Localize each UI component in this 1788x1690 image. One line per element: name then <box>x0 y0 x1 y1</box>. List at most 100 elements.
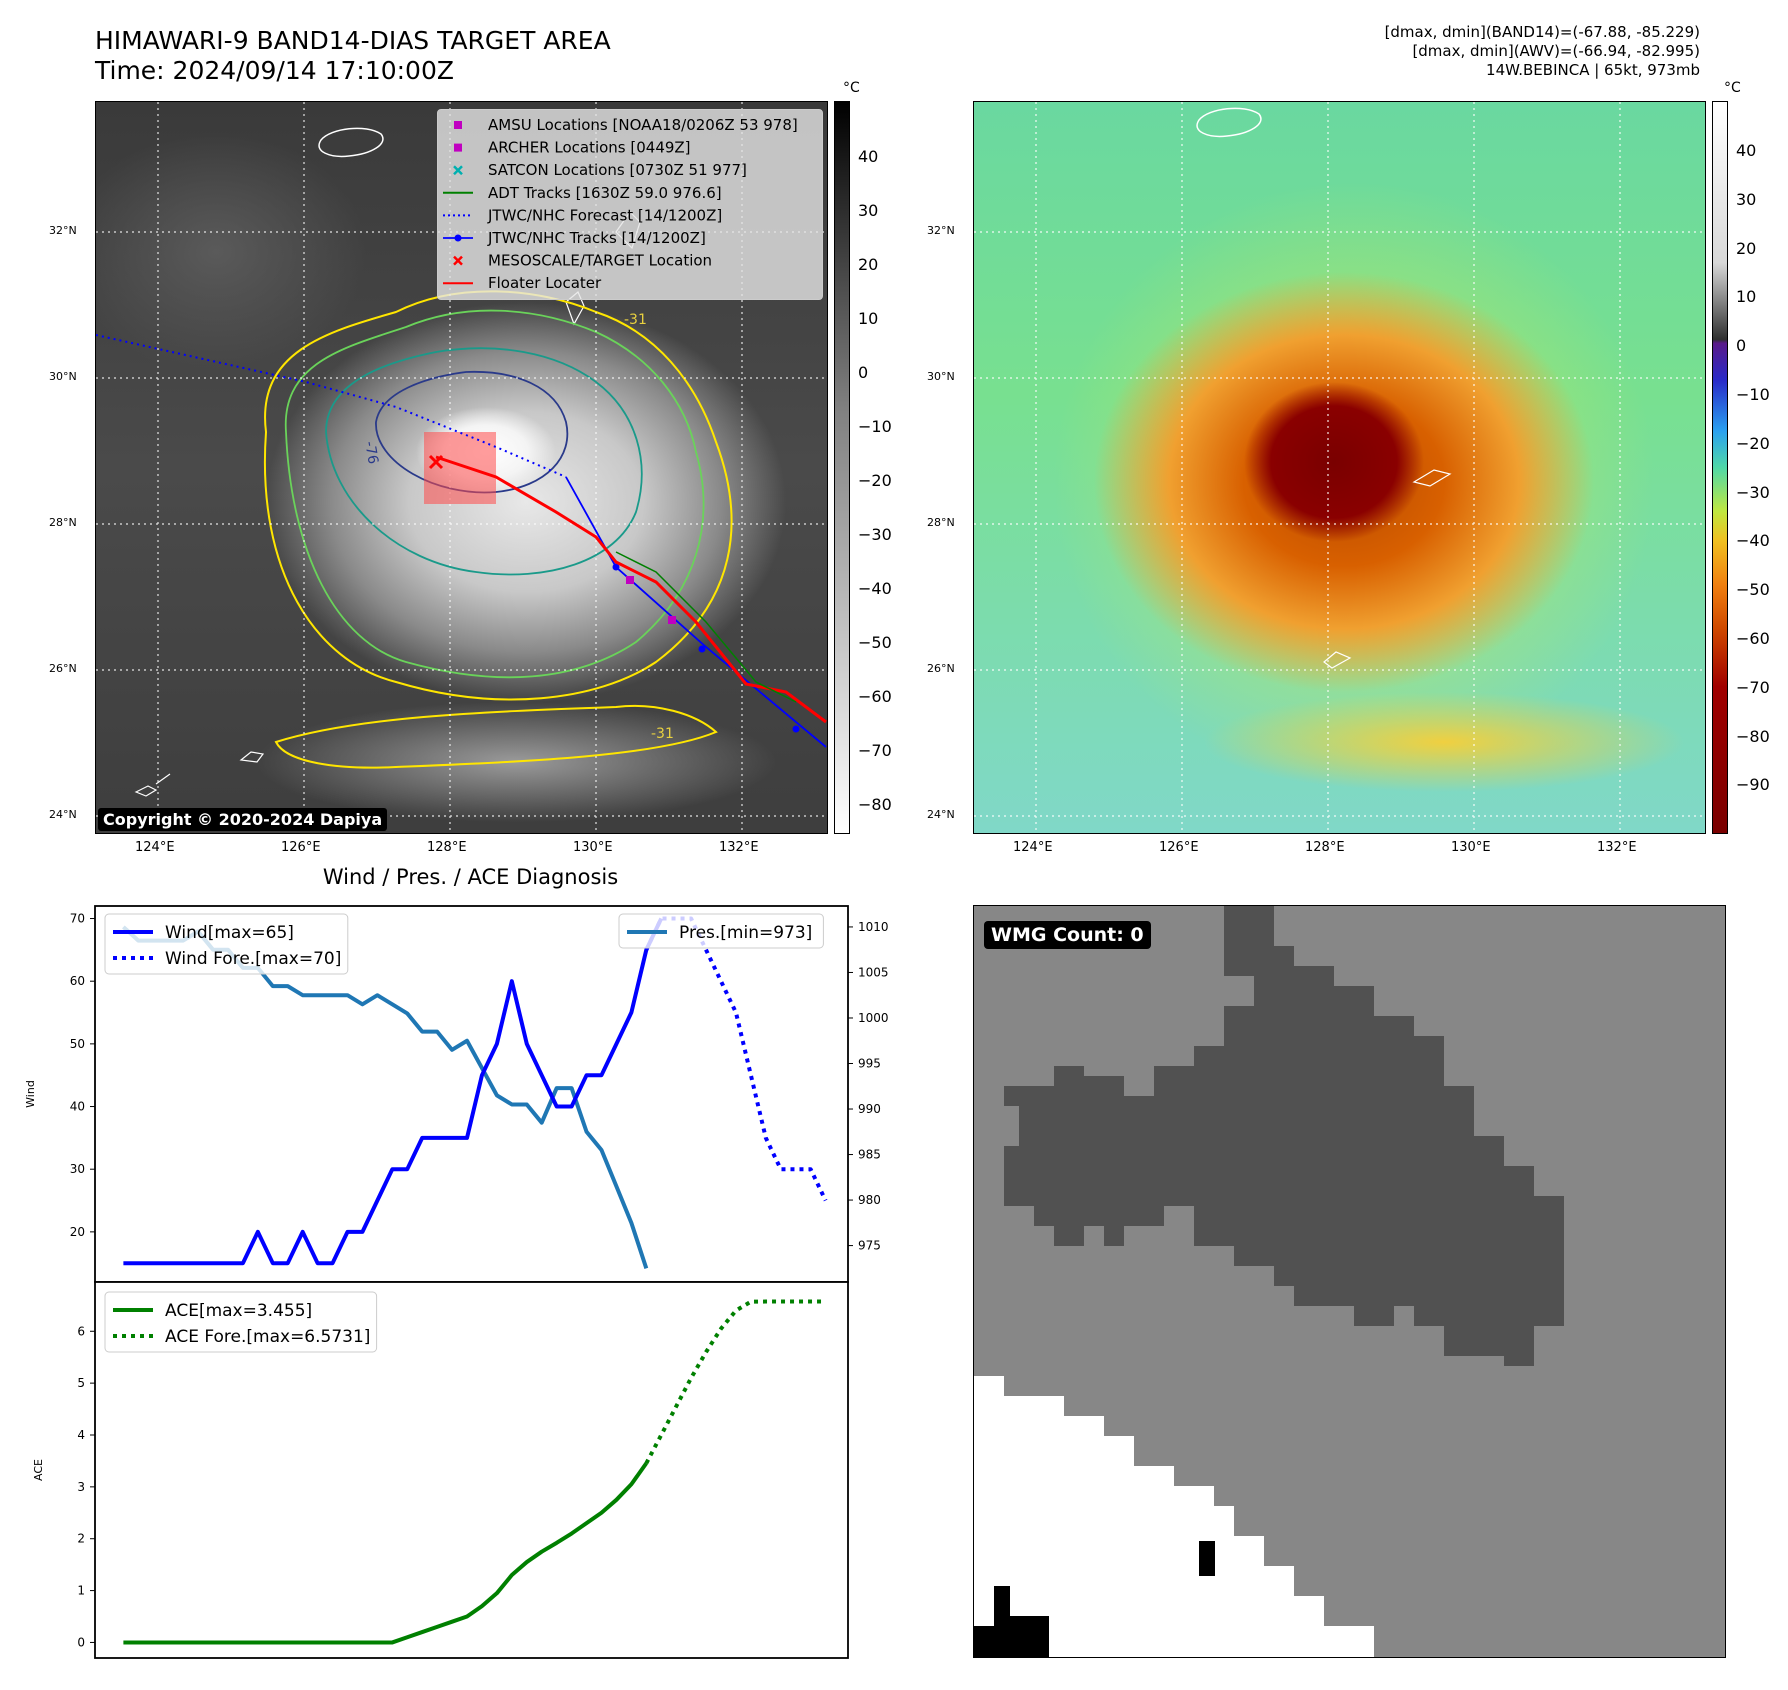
colorbar-tick-label: −80 <box>1736 726 1770 746</box>
legend-label: Wind[max=65] <box>165 923 294 943</box>
wmg-count-text: WMG Count: 0 <box>991 924 1144 946</box>
colorbar-tick-label: −70 <box>1736 677 1770 697</box>
contour-yellow <box>263 290 733 701</box>
ace-tick-label: 3 <box>77 1480 85 1494</box>
title-line-1: HIMAWARI-9 BAND14-DIAS TARGET AREA <box>95 26 611 55</box>
coastline <box>1196 107 1262 138</box>
legend-label: ADT Tracks [1630Z 59.0 976.6] <box>488 184 722 202</box>
colorbar-tick-label: 40 <box>1736 141 1757 160</box>
lon-tick-label: 124°E <box>135 840 175 855</box>
wmg-map: WMG Count: 0 <box>973 905 1726 1658</box>
lat-tick-label: 28°N <box>49 516 77 529</box>
wind-tick-label: 70 <box>70 912 85 926</box>
legend-square-icon <box>454 143 462 152</box>
pressure-tick-label: 985 <box>858 1148 881 1162</box>
legend-dot-icon <box>454 234 462 242</box>
wmg-count-badge: WMG Count: 0 <box>984 921 1151 949</box>
lon-tick-label: 132°E <box>1597 840 1637 855</box>
colorbar-tick-label: −30 <box>1736 482 1770 502</box>
legend-item: JTWC/NHC Forecast [14/1200Z] <box>443 206 722 224</box>
colorbar-tick-label: −80 <box>858 795 892 814</box>
colorbar-tick-label: −50 <box>858 633 892 652</box>
colorbar-tick-label: −40 <box>858 579 892 598</box>
amsu-marker <box>626 576 634 584</box>
ace-tick-label: 5 <box>77 1376 85 1390</box>
legend-square-icon <box>454 121 462 129</box>
colorbar-tick-label: 30 <box>858 201 879 220</box>
legend-label: Floater Locater <box>488 274 602 292</box>
colorbar-tick-label: −70 <box>858 741 892 760</box>
pressure-tick-label: 1000 <box>858 1011 889 1025</box>
diagnosis-chart: 20 30 40 50 60 70 975 980 985 990 995 1000 1005 1010 0… <box>24 905 889 1659</box>
contour-lightgreen <box>285 309 705 679</box>
contour-label: -31 <box>651 726 674 742</box>
legend-label: ARCHER Locations [0449Z] <box>488 139 691 157</box>
lon-tick-label: 126°E <box>1159 840 1199 855</box>
pressure-tick-label: 980 <box>858 1193 881 1207</box>
wind-tick-label: 50 <box>70 1037 85 1051</box>
adt-track <box>615 551 797 703</box>
contour-teal <box>325 347 643 576</box>
lon-tick-label: 128°E <box>427 840 467 855</box>
satellite-ir-map: -31 -31 -76 AMSU Locations [NOAA18/0206Z… <box>95 101 828 834</box>
chart-title: Wind / Pres. / ACE Diagnosis <box>322 865 619 889</box>
jtwc-track-point <box>792 725 800 733</box>
lat-tick-label: 30°N <box>49 370 77 383</box>
ace-tick-label: 4 <box>77 1428 85 1442</box>
target-x-marker <box>428 454 444 470</box>
target-area-box <box>424 432 496 504</box>
legend-label: ACE Fore.[max=6.5731] <box>165 1327 370 1347</box>
colorbar-tick-label: 10 <box>858 309 879 328</box>
legend-label: ACE[max=3.455] <box>165 1301 312 1321</box>
wind-tick-label: 40 <box>70 1100 85 1114</box>
colorbar-tick-label: 0 <box>858 363 869 382</box>
copyright-badge: Copyright © 2020-2024 Dapiya <box>98 808 388 831</box>
colorbar-tick-label: 40 <box>858 147 879 166</box>
copyright-text: Copyright © 2020-2024 Dapiya <box>103 810 383 829</box>
wind-tick-label: 60 <box>70 974 85 988</box>
colorbar-tick-label: −10 <box>858 417 892 436</box>
pressure-tick-label: 990 <box>858 1102 881 1116</box>
legend-label: JTWC/NHC Forecast [14/1200Z] <box>487 206 722 224</box>
archer-marker <box>668 616 676 624</box>
ace-forecast-line <box>644 1299 826 1465</box>
lat-tick-label: 30°N <box>927 370 955 383</box>
colorbar-tick-label: −20 <box>858 471 892 490</box>
legend-item: JTWC/NHC Tracks [14/1200Z] <box>443 229 706 247</box>
pressure-legend: Pres.[min=973] <box>618 913 824 949</box>
ace-legend: ACE[max=3.455] ACE Fore.[max=6.5731] <box>104 1291 378 1353</box>
legend-label: MESOSCALE/TARGET Location <box>488 252 712 270</box>
legend-label: JTWC/NHC Tracks [14/1200Z] <box>487 229 706 247</box>
legend-item: AMSU Locations [NOAA18/0206Z 53 978] <box>454 116 798 134</box>
jtwc-track <box>565 476 827 748</box>
pressure-tick-label: 1005 <box>858 965 889 979</box>
ace-axis-label: ACE <box>32 1459 45 1481</box>
colorbar-tick-label: −10 <box>1736 385 1770 404</box>
lat-tick-label: 26°N <box>49 662 77 675</box>
ace-line <box>123 1462 648 1645</box>
info-line-2: [dmax, dmin](AWV)=(-66.94, -82.995) <box>1412 42 1700 60</box>
colorbar-tick-label: −60 <box>858 687 892 706</box>
legend-x-icon <box>453 255 463 266</box>
colorbar-tick-label: 10 <box>1736 287 1757 307</box>
legend-item: Floater Locater <box>443 274 602 292</box>
lat-tick-label: 32°N <box>49 224 77 237</box>
jtwc-track-point <box>698 645 706 653</box>
contour-label: -31 <box>624 312 647 328</box>
lat-tick-label: 32°N <box>927 224 955 237</box>
wmg-white-region <box>974 1376 1374 1657</box>
colorbar-tick-label: −40 <box>1736 531 1770 551</box>
lat-tick-label: 26°N <box>927 662 955 675</box>
colorbar-tick-label: −30 <box>858 525 892 544</box>
lon-tick-label: 128°E <box>1305 840 1345 855</box>
lat-tick-label: 24°N <box>49 808 77 821</box>
floater-locater-track <box>435 455 827 724</box>
ace-tick-label: 0 <box>77 1635 85 1649</box>
pressure-tick-label: 975 <box>858 1239 881 1253</box>
colorbar-tick-label: 30 <box>1736 189 1757 209</box>
lon-tick-label: 130°E <box>1451 840 1491 855</box>
legend-x-icon <box>453 165 463 176</box>
colorbar-gray <box>834 101 850 834</box>
colorbar-tick-label: 20 <box>1736 238 1757 258</box>
colorbar-tick-label: −50 <box>1736 580 1770 600</box>
